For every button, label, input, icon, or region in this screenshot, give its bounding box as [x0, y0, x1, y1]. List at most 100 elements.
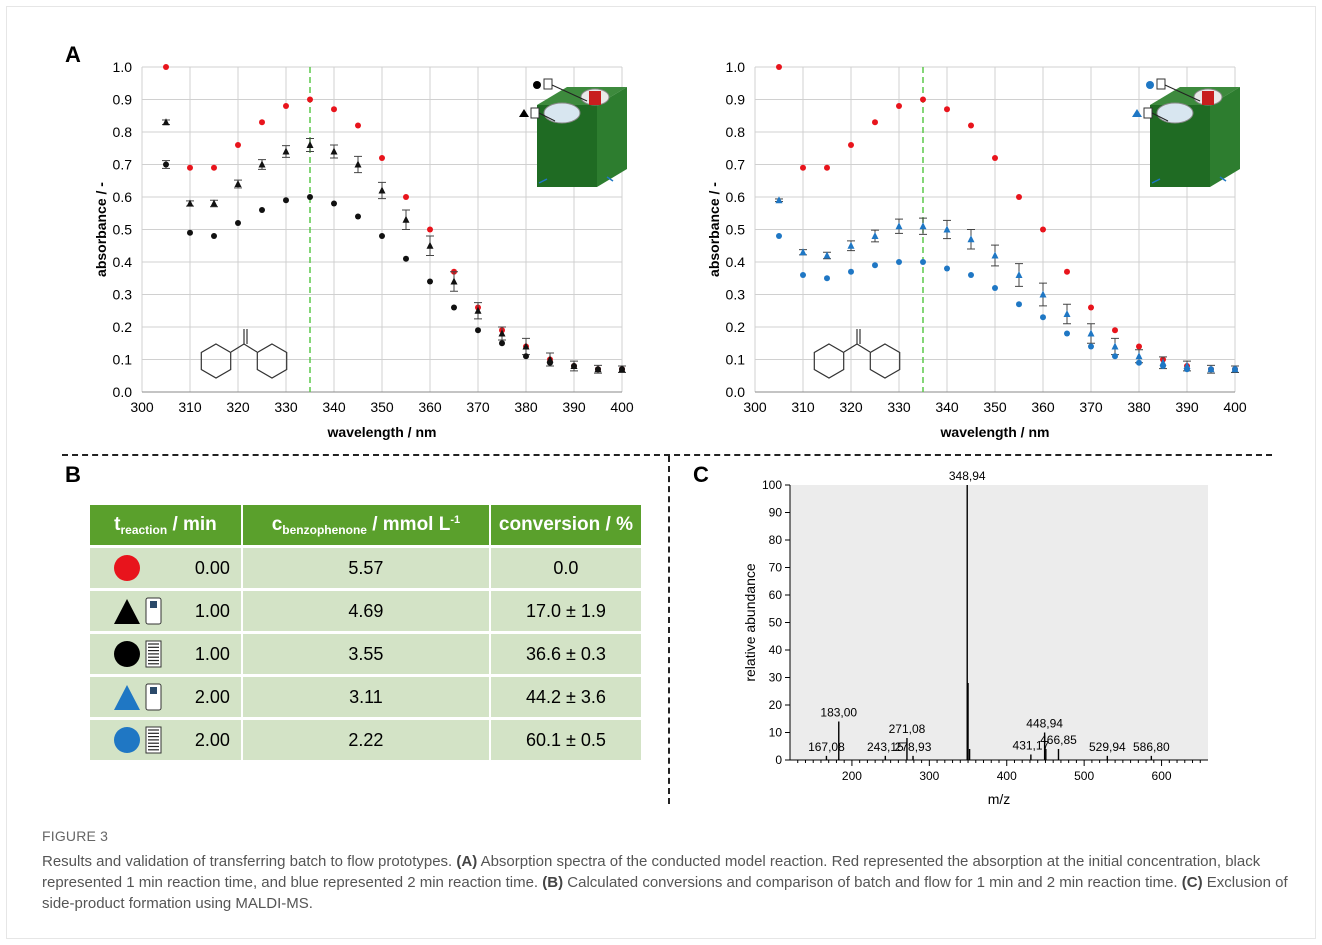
- data-point-circle: [547, 359, 553, 366]
- time-cell: 2.00: [90, 674, 243, 719]
- data-point-circle: [1232, 366, 1238, 373]
- phenyl-ring: [256, 343, 288, 379]
- data-point-triangle: [847, 241, 855, 249]
- data-point-triangle: [1111, 342, 1119, 350]
- vial-left: [543, 102, 581, 124]
- data-point-circle: [475, 327, 481, 334]
- y-axis-label: absorbance / -: [706, 182, 722, 277]
- y-tick-label: 0.2: [113, 319, 133, 335]
- cartridge-icon: [1156, 78, 1166, 90]
- conversion-cell: 44.2 ± 3.6: [489, 674, 641, 719]
- x-axis-label: wavelength / nm: [327, 424, 437, 440]
- data-point-circle: [944, 265, 950, 272]
- legend-triangle-marker: [1132, 109, 1142, 117]
- data-point-circle: [1088, 304, 1094, 311]
- phenyl-ring: [869, 343, 901, 379]
- data-point-circle: [800, 272, 806, 278]
- x-tick-label: 350: [983, 399, 1007, 415]
- plot-background: [790, 485, 1208, 760]
- data-point-triangle: [498, 329, 506, 337]
- x-axis-label: wavelength / nm: [940, 424, 1050, 440]
- y-tick-label: 0.3: [113, 287, 133, 303]
- data-point-circle: [992, 285, 998, 291]
- data-point-triangle: [1063, 310, 1071, 317]
- circle-marker-icon: [114, 727, 140, 753]
- y-tick-label: 80: [769, 533, 783, 547]
- data-point-circle: [1064, 268, 1070, 275]
- x-tick-label: 390: [562, 399, 586, 415]
- x-tick-label: 380: [1127, 399, 1151, 415]
- data-point-circle: [1016, 301, 1022, 308]
- legend-circle-marker: [533, 81, 541, 89]
- data-point-triangle: [1087, 329, 1095, 337]
- x-tick-label: 360: [418, 399, 442, 415]
- data-point-circle: [1160, 363, 1166, 369]
- data-point-circle: [355, 122, 361, 129]
- cartridge-icon: [543, 78, 553, 90]
- data-point-circle: [307, 96, 313, 103]
- data-point-circle: [1112, 327, 1118, 334]
- data-point-triangle: [775, 196, 783, 204]
- time-value: 2.00: [194, 729, 230, 750]
- red-sample: [1202, 91, 1214, 105]
- data-point-triangle: [967, 235, 975, 243]
- data-point-circle: [307, 194, 313, 200]
- x-tick-label: 370: [1079, 399, 1103, 415]
- device-front: [537, 105, 597, 187]
- leader-line: [1151, 112, 1169, 122]
- coil-icon: [1143, 107, 1153, 119]
- time-value: 0.00: [194, 557, 230, 578]
- figure-caption: FIGURE 3 Results and validation of trans…: [42, 826, 1292, 914]
- phenyl-ring: [200, 343, 232, 379]
- figure-label: FIGURE 3: [42, 828, 109, 844]
- data-point-triangle: [1039, 290, 1047, 298]
- data-point-triangle: [450, 277, 458, 285]
- y-tick-label: 20: [769, 698, 783, 712]
- y-tick-label: 0.0: [113, 384, 133, 400]
- data-point-triangle: [991, 251, 999, 259]
- data-point-circle: [800, 164, 806, 171]
- caption-b-tag: (B): [542, 874, 564, 891]
- data-point-circle: [896, 103, 902, 109]
- y-tick-label: 0.5: [113, 222, 133, 238]
- peak-label: 271,08: [889, 722, 926, 736]
- row-symbol-icon: [114, 555, 140, 581]
- horizontal-divider: [62, 454, 1272, 456]
- data-point-triangle: [234, 180, 242, 187]
- data-point-circle: [499, 340, 505, 347]
- legend-circle-marker: [1146, 81, 1154, 89]
- data-point-circle: [776, 233, 782, 239]
- x-tick-label: 330: [887, 399, 911, 415]
- y-tick-label: 0.5: [726, 222, 746, 238]
- peak-label: 243,15: [867, 740, 904, 754]
- data-point-circle: [1112, 353, 1118, 360]
- peak-label: 529,94: [1089, 740, 1126, 754]
- x-tick-label: 400: [610, 399, 634, 415]
- caption-c-tag: (C): [1181, 874, 1203, 891]
- header-conversion: conversion / %: [489, 505, 641, 547]
- y-tick-label: 0.7: [113, 157, 133, 173]
- flow-arrow: [1151, 178, 1161, 184]
- row-symbol-icon: [114, 726, 162, 754]
- data-point-circle: [211, 164, 217, 171]
- conversion-cell: 36.6 ± 0.3: [489, 631, 641, 676]
- bond-line: [856, 343, 871, 353]
- y-tick-label: 10: [769, 726, 783, 740]
- data-point-circle: [920, 259, 926, 265]
- data-point-triangle: [402, 215, 410, 223]
- device-side: [597, 87, 627, 187]
- legend-triangle-marker: [519, 109, 529, 117]
- triangle-marker-icon: [114, 599, 140, 624]
- data-point-triangle: [426, 241, 434, 249]
- x-tick-label: 390: [1175, 399, 1199, 415]
- y-tick-label: 0.1: [726, 352, 746, 368]
- y-tick-label: 0.2: [726, 319, 746, 335]
- data-point-triangle: [1135, 352, 1143, 360]
- x-tick-label: 300: [743, 399, 767, 415]
- y-tick-label: 0.0: [726, 384, 746, 400]
- data-point-circle: [824, 275, 830, 282]
- data-point-circle: [1040, 226, 1046, 233]
- absorbance-chart-left: 300 310 320 330 340 350 360 370 380 390 400 0.0 0.1 0…: [93, 59, 634, 440]
- device-front: [1150, 105, 1210, 187]
- y-tick-label: 0.9: [113, 92, 133, 108]
